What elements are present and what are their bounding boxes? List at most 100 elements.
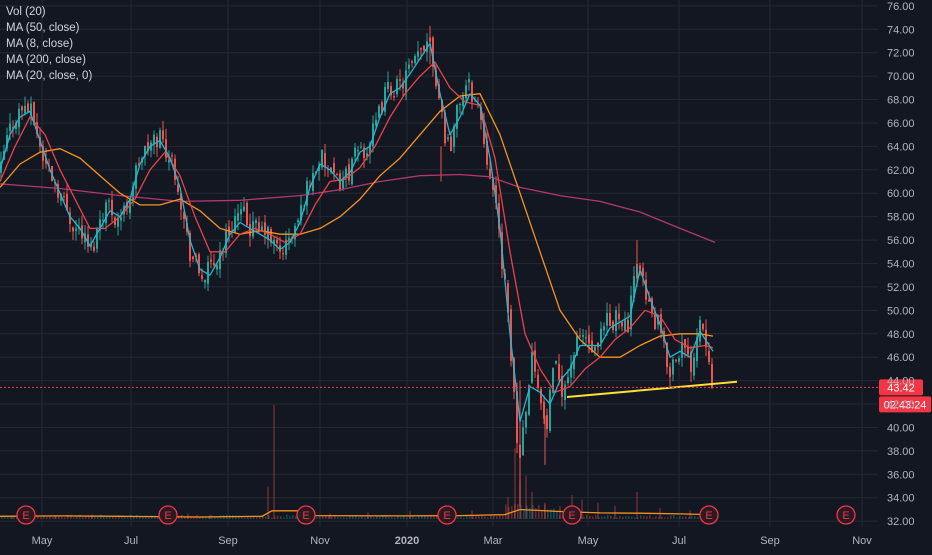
- price-tick-label: 38.00: [887, 446, 915, 458]
- candle-body: [132, 186, 134, 200]
- candle-body: [435, 70, 437, 87]
- volume-bar: [409, 516, 411, 519]
- volume-bar: [460, 516, 462, 519]
- countdown-tag: [879, 396, 931, 413]
- earnings-marker[interactable]: E: [16, 505, 36, 525]
- candle-body: [138, 163, 140, 166]
- candle-body: [411, 61, 413, 63]
- time-tick-label: Jul: [124, 535, 138, 547]
- volume-bar: [376, 516, 378, 519]
- legend-ma20[interactable]: MA (20, close, 0): [6, 70, 93, 82]
- volume-bar: [319, 515, 321, 519]
- volume-bar: [289, 516, 291, 519]
- support-trendline[interactable]: [566, 380, 738, 399]
- candle-body: [573, 355, 575, 370]
- volume-bar: [64, 517, 66, 519]
- volume-bar: [682, 516, 684, 519]
- candle-body: [423, 45, 425, 51]
- volume-bar: [471, 510, 473, 519]
- countdown-label: 02:43:24: [884, 399, 927, 411]
- volume-bar: [148, 516, 150, 519]
- ma200-line[interactable]: [0, 173, 716, 244]
- volume-bar: [415, 517, 417, 519]
- candle-body: [147, 142, 149, 152]
- ma8-line[interactable]: [0, 42, 714, 423]
- volume-bar: [592, 516, 594, 519]
- earnings-marker[interactable]: E: [296, 505, 316, 525]
- candle-body: [219, 250, 221, 270]
- earnings-marker[interactable]: E: [836, 505, 856, 525]
- volume-bar: [507, 497, 509, 519]
- candle-body: [330, 167, 332, 172]
- volume-bar: [493, 515, 495, 519]
- volume-bar: [553, 508, 555, 519]
- volume-pane: [0, 404, 714, 519]
- legend-volume[interactable]: Vol (20): [6, 6, 46, 18]
- earnings-marker-circle: [562, 505, 582, 525]
- earnings-marker-label: E: [443, 510, 450, 522]
- volume-bar: [106, 516, 108, 519]
- candle-body: [531, 351, 533, 383]
- candle-body: [168, 159, 170, 163]
- price-tick-label: 62.00: [887, 165, 915, 177]
- ma20-line[interactable]: [0, 61, 714, 393]
- volume-bar: [118, 515, 120, 519]
- earnings-marker[interactable]: E: [562, 505, 582, 525]
- candle-body: [6, 135, 8, 149]
- volume-bar: [340, 517, 342, 519]
- volume-bar: [79, 514, 81, 519]
- legend-ma200[interactable]: MA (200, close): [6, 54, 86, 66]
- candle-body: [594, 346, 596, 351]
- volume-bar: [595, 515, 597, 519]
- candle-body: [462, 96, 464, 107]
- candle-body: [465, 85, 467, 99]
- volume-bar: [535, 507, 537, 519]
- volume-bar: [283, 517, 285, 519]
- legend-ma50[interactable]: MA (50, close): [6, 22, 80, 34]
- candle-body: [690, 351, 692, 373]
- candle-body: [216, 265, 218, 270]
- candle-body: [513, 358, 515, 392]
- volume-bar: [271, 517, 273, 519]
- candle-body: [342, 178, 344, 189]
- last-price-label: 43.42: [887, 382, 915, 394]
- candle-body: [408, 64, 410, 69]
- candle-body: [324, 153, 326, 168]
- indicator-legend: Vol (20) MA (50, close) MA (8, close) MA…: [6, 4, 92, 84]
- volume-bar: [634, 517, 636, 519]
- volume-bar: [280, 516, 282, 519]
- price-tick-label: 74.00: [887, 24, 915, 36]
- candle-body: [678, 358, 680, 362]
- candle-body: [696, 337, 698, 362]
- candle-body: [63, 196, 65, 198]
- volume-bar: [676, 517, 678, 519]
- volume-bar: [154, 515, 156, 519]
- volume-bar: [409, 511, 411, 519]
- volume-bar: [127, 517, 129, 519]
- earnings-marker[interactable]: E: [699, 505, 719, 525]
- candle-body: [354, 147, 356, 157]
- candle-body: [297, 220, 299, 223]
- candle-body: [684, 339, 686, 348]
- legend-ma8[interactable]: MA (8, close): [6, 38, 74, 50]
- volume-bar: [397, 515, 399, 519]
- candle-body: [609, 312, 611, 326]
- candle-body: [60, 193, 62, 201]
- time-tick-label: Jul: [672, 535, 686, 547]
- volume-bar: [1, 516, 3, 519]
- volume-bar: [346, 517, 348, 519]
- candle-body: [351, 158, 353, 185]
- volume-bar: [652, 517, 654, 519]
- earnings-marker[interactable]: E: [437, 505, 457, 525]
- volume-bar: [58, 516, 60, 519]
- volume-bar: [607, 514, 609, 519]
- earnings-marker[interactable]: E: [158, 505, 178, 525]
- volume-bar: [145, 515, 147, 519]
- volume-bar: [4, 515, 6, 519]
- volume-bar: [139, 516, 141, 519]
- candle-body: [402, 82, 404, 89]
- last-price-line-layer: 43.42 02:43:24: [0, 379, 931, 413]
- volume-bar: [352, 515, 354, 519]
